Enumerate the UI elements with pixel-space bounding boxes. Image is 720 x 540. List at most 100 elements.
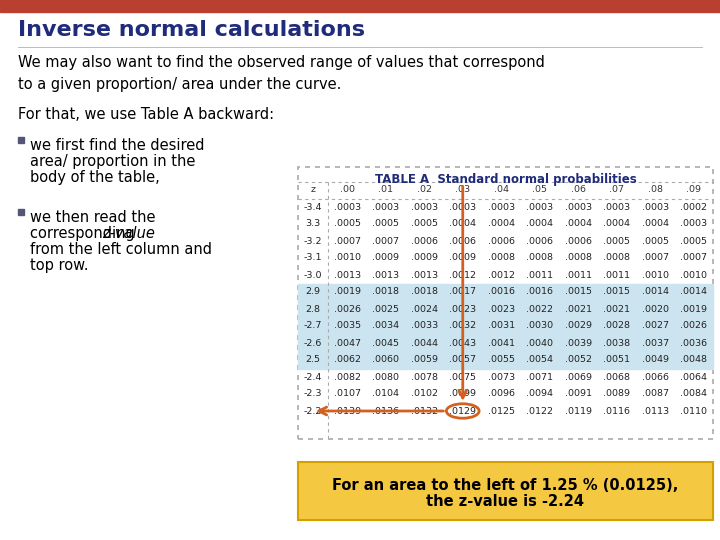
Text: 2.5: 2.5 [305, 355, 320, 364]
Text: For an area to the left of 1.25 % (0.0125),: For an area to the left of 1.25 % (0.012… [333, 477, 679, 492]
Text: .0044: .0044 [410, 339, 438, 348]
Bar [18, 137, 24, 143]
Text: .0003: .0003 [526, 202, 553, 212]
Text: .0071: .0071 [526, 373, 553, 381]
Text: .0009: .0009 [372, 253, 400, 262]
Bar [298, 334, 713, 352]
Text: .0062: .0062 [334, 355, 361, 364]
Text: .0091: .0091 [564, 389, 592, 399]
Text: .0016: .0016 [487, 287, 515, 296]
Text: .0003: .0003 [410, 202, 438, 212]
Text: .06: .06 [571, 186, 586, 194]
Text: .0104: .0104 [372, 389, 400, 399]
FancyBboxPatch shape [298, 167, 713, 439]
Text: .0019: .0019 [680, 305, 707, 314]
Text: .0075: .0075 [449, 373, 476, 381]
Text: .0066: .0066 [642, 373, 669, 381]
Text: .0029: .0029 [564, 321, 592, 330]
Text: .0078: .0078 [410, 373, 438, 381]
Text: .0064: .0064 [680, 373, 707, 381]
Text: .0007: .0007 [372, 237, 400, 246]
Text: .0003: .0003 [603, 202, 630, 212]
Text: .0021: .0021 [603, 305, 630, 314]
Text: .0041: .0041 [487, 339, 515, 348]
Text: .0007: .0007 [334, 237, 361, 246]
Text: -3.0: -3.0 [304, 271, 323, 280]
Text: .0004: .0004 [564, 219, 592, 228]
Text: .0009: .0009 [410, 253, 438, 262]
Text: .0040: .0040 [526, 339, 553, 348]
Text: .0012: .0012 [449, 271, 476, 280]
Text: .0048: .0048 [680, 355, 707, 364]
Text: .0035: .0035 [333, 321, 361, 330]
Bar [298, 318, 713, 334]
Text: .0094: .0094 [526, 389, 553, 399]
Text: .0019: .0019 [334, 287, 361, 296]
Text: .0010: .0010 [334, 253, 361, 262]
Text: .0031: .0031 [487, 321, 515, 330]
Text: z: z [310, 186, 315, 194]
Text: .0005: .0005 [603, 237, 630, 246]
Text: 2.9: 2.9 [305, 287, 320, 296]
Text: .00: .00 [340, 186, 355, 194]
Text: .0003: .0003 [449, 202, 477, 212]
Text: we first find the desired: we first find the desired [30, 138, 204, 153]
Text: .0018: .0018 [372, 287, 400, 296]
Text: .0006: .0006 [487, 237, 515, 246]
Text: .0059: .0059 [410, 355, 438, 364]
Text: .0008: .0008 [487, 253, 515, 262]
Text: .0039: .0039 [564, 339, 592, 348]
Text: .0057: .0057 [449, 355, 476, 364]
Text: .0005: .0005 [680, 237, 707, 246]
Text: .0004: .0004 [603, 219, 630, 228]
Text: .0037: .0037 [642, 339, 669, 348]
Text: .0028: .0028 [603, 321, 630, 330]
Text: .0009: .0009 [449, 253, 476, 262]
Text: .0007: .0007 [680, 253, 707, 262]
Text: .0096: .0096 [487, 389, 515, 399]
Text: body of the table,: body of the table, [30, 170, 160, 185]
Text: .0005: .0005 [642, 237, 669, 246]
Text: .0004: .0004 [642, 219, 669, 228]
Text: .08: .08 [648, 186, 662, 194]
Bar [0, 0, 720, 12]
Text: .0080: .0080 [372, 373, 400, 381]
Text: the z-value is -2.24: the z-value is -2.24 [426, 494, 585, 509]
Text: -2.2: -2.2 [304, 407, 322, 415]
Text: .0006: .0006 [526, 237, 553, 246]
Text: .0052: .0052 [564, 355, 592, 364]
Text: .0003: .0003 [680, 219, 707, 228]
Text: .0049: .0049 [642, 355, 669, 364]
Text: .0013: .0013 [333, 271, 361, 280]
Text: .03: .03 [455, 186, 470, 194]
Text: .0010: .0010 [642, 271, 669, 280]
Text: 2.8: 2.8 [305, 305, 320, 314]
Text: .0002: .0002 [680, 202, 707, 212]
Bar [18, 209, 24, 215]
Text: .0025: .0025 [372, 305, 400, 314]
Text: .0107: .0107 [334, 389, 361, 399]
Text: .0051: .0051 [603, 355, 630, 364]
Bar [298, 284, 713, 300]
Text: .0011: .0011 [526, 271, 553, 280]
Text: .02: .02 [417, 186, 432, 194]
Text: .0023: .0023 [449, 305, 477, 314]
Text: .0026: .0026 [680, 321, 707, 330]
Text: TABLE A  Standard normal probabilities: TABLE A Standard normal probabilities [374, 173, 636, 186]
Text: we then read the: we then read the [30, 210, 156, 225]
Text: -3.2: -3.2 [304, 237, 323, 246]
Bar [298, 300, 713, 318]
Text: .0032: .0032 [449, 321, 477, 330]
Text: .0099: .0099 [449, 389, 476, 399]
Text: -3.1: -3.1 [304, 253, 323, 262]
Text: .0129: .0129 [449, 407, 476, 415]
Text: from the left column and: from the left column and [30, 242, 212, 257]
Text: .0068: .0068 [603, 373, 630, 381]
Text: .0003: .0003 [333, 202, 361, 212]
Text: .0015: .0015 [603, 287, 630, 296]
Text: .0011: .0011 [564, 271, 592, 280]
Text: For that, we use Table A backward:: For that, we use Table A backward: [18, 107, 274, 122]
Text: .0018: .0018 [410, 287, 438, 296]
Text: .0007: .0007 [642, 253, 669, 262]
Text: .0003: .0003 [487, 202, 515, 212]
